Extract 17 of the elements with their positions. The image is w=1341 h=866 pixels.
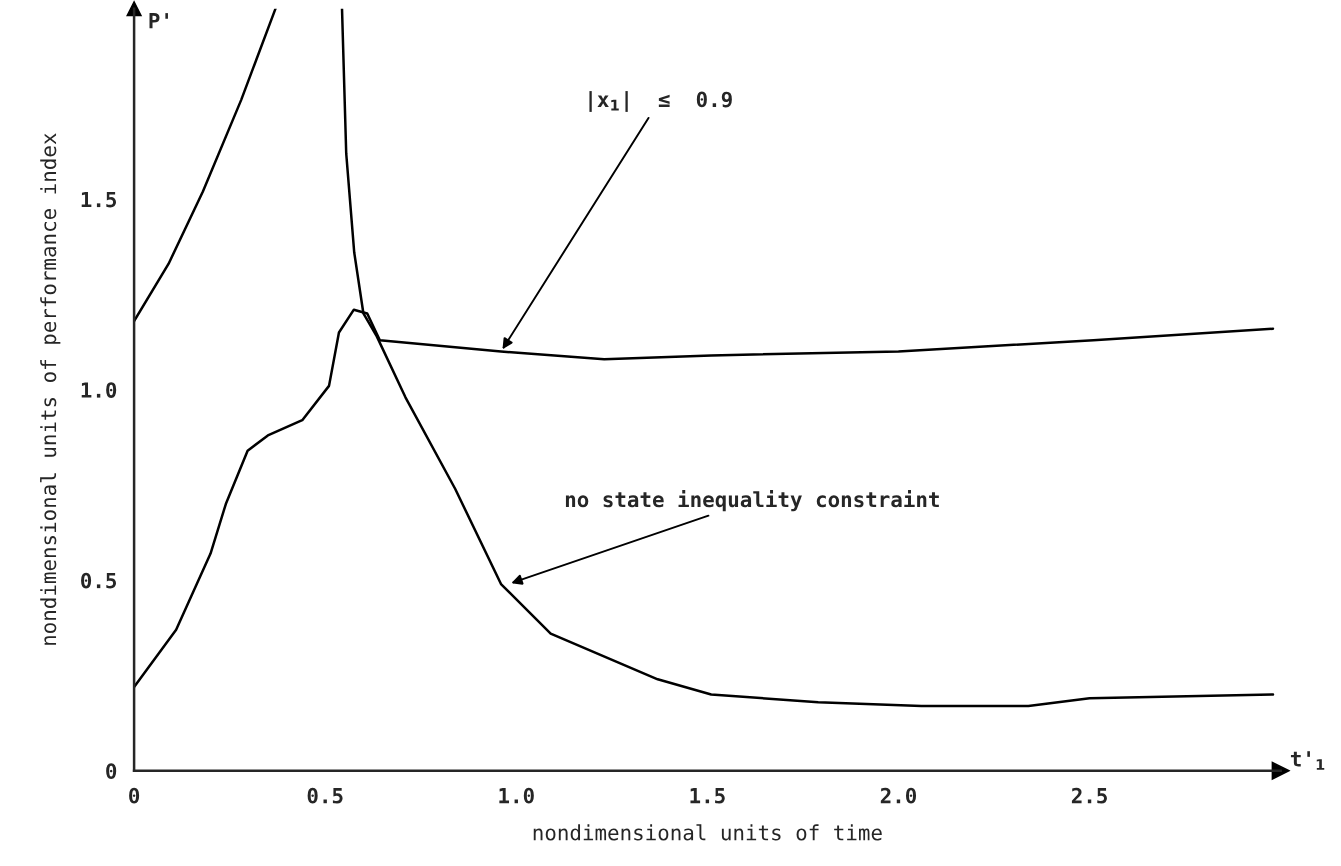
y-tick-label: 1.5: [81, 191, 117, 208]
annotation: no state inequality constraint: [565, 490, 939, 512]
annotation: |x$_{1}$| ≤ 0.9: [589, 91, 732, 112]
y-tick-label: 0.5: [81, 572, 117, 589]
x-tick-label: 0: [129, 787, 140, 804]
x-tick-label: 0.5: [307, 787, 343, 804]
y-axis-title: nondimensional units of performance index: [40, 133, 61, 645]
line-series: [134, 8, 277, 323]
x-tick-label: 1.0: [499, 787, 534, 804]
text: t'$_{1}$: [1290, 751, 1325, 770]
x-tick-label: 2.5: [1071, 787, 1107, 804]
annotation: P': [149, 13, 168, 29]
x-tick-label: 2.0: [880, 787, 917, 804]
x-axis-title: nondimensional units of time: [533, 824, 882, 841]
y-tick-label: 1.0: [81, 382, 117, 398]
x-tick-label: 1.5: [690, 788, 725, 804]
y-tick-label: 0: [106, 763, 117, 779]
